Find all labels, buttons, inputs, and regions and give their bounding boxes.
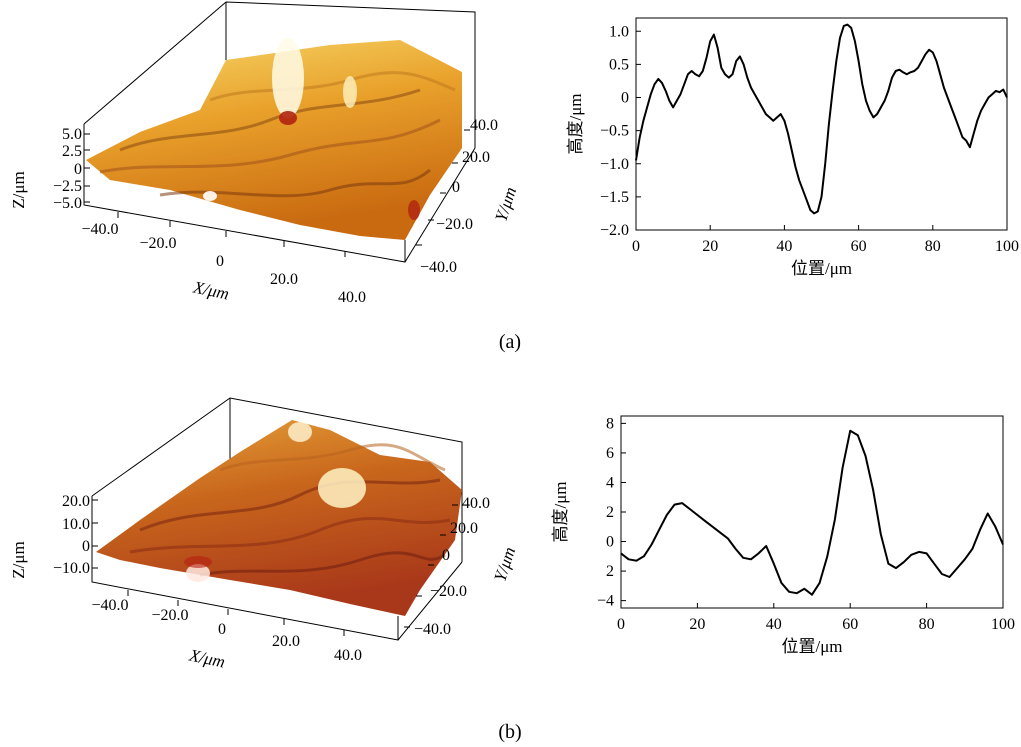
- line-chart-a-y-tick-label: 0: [621, 90, 629, 107]
- surface-a-z-tick: 2.5: [62, 143, 82, 160]
- surface-a-pit: [203, 191, 217, 201]
- line-chart-a-x-tick-label: 0: [632, 238, 640, 255]
- line-chart-b-x-axis-label: 位置/μm: [781, 637, 842, 656]
- surface-a-pit: [408, 200, 420, 220]
- surface-b-pit: [184, 556, 212, 568]
- line-chart-a-y-tick-label: 1.0: [609, 23, 629, 40]
- surface-b-z-tick: −10.0: [53, 560, 90, 577]
- surface-b-pit: [186, 564, 210, 582]
- line-chart-b-y-tick-label: 6: [606, 445, 614, 462]
- line-chart-b-y-tick-label: 2: [606, 504, 614, 521]
- surface-b-z-tick: 20.0: [62, 493, 90, 510]
- surface-b-peak: [288, 422, 312, 442]
- surface-a-z-tick: −2.5: [53, 178, 82, 195]
- line-chart-b-y-tick-label: 2: [606, 563, 614, 580]
- surface-b-x-label: X/μm: [187, 645, 227, 671]
- surface-a-y-tick: 20.0: [462, 149, 490, 166]
- surface-b-x-tick: 0: [218, 621, 226, 638]
- surface-b-y-label: Y/μm: [490, 545, 519, 584]
- surface-a-x-tick: 20.0: [270, 271, 298, 288]
- line-chart-b-plot-frame: [620, 415, 1004, 609]
- line-chart-a-plot-frame: [635, 17, 1008, 231]
- line-chart-b-x-tick-label: 20: [689, 616, 705, 633]
- surface-a-y-tick: 0: [452, 179, 460, 196]
- surface-b-x-tick: −40.0: [91, 597, 128, 614]
- surface-a-x-tick: 0: [216, 253, 224, 270]
- line-chart-a-y-tick-label: −0.5: [600, 123, 629, 140]
- surface-a-x-tick: −20.0: [139, 235, 176, 252]
- surface-a-z-label: Z/μm: [9, 171, 28, 208]
- line-chart-a-x-axis-label: 位置/μm: [791, 259, 852, 278]
- line-chart-b-x-tick-label: 0: [617, 616, 625, 633]
- surface-plot-b: 20.0 10.0 0 −10.0 −40.0 −20.0 0 20.0 40.…: [9, 397, 519, 672]
- line-chart-b-series-line: [620, 429, 1004, 596]
- line-chart-b-y-tick-label: 0: [606, 534, 614, 551]
- surface-b-y-tick: −20.0: [430, 583, 467, 600]
- line-chart-b-y-tick-label: 4: [606, 474, 614, 491]
- surface-a-z-tick: 5.0: [62, 126, 82, 143]
- surface-a-x-tick: 40.0: [338, 289, 366, 306]
- line-chart-a-x-tick-label: 60: [851, 238, 867, 255]
- line-chart-a: 0 20 40 60 80 100 −2.0 −1.5 −1.0 −0.5 0 0.5 1.0 位置/μm…: [566, 17, 1019, 278]
- caption-b: (b): [498, 721, 521, 743]
- line-chart-b-x-tick-label: 40: [766, 616, 782, 633]
- line-chart-a-x-tick-label: 100: [995, 238, 1019, 255]
- surface-b-x-tick: 20.0: [272, 633, 300, 650]
- line-chart-a-y-tick-label: −2.0: [600, 222, 629, 239]
- surface-b-y-tick: 40.0: [462, 495, 490, 512]
- surface-b-y-tick: 0: [442, 547, 450, 564]
- surface-a-x-tick: −40.0: [81, 221, 118, 238]
- caption-a: (a): [499, 331, 521, 353]
- surface-a-x-label: X/μm: [191, 277, 231, 303]
- surface-a-peak: [272, 38, 304, 118]
- surface-b-peak: [318, 468, 366, 508]
- surface-b-y-tick: 20.0: [450, 520, 478, 537]
- surface-a-y-tick: 40.0: [470, 117, 498, 134]
- line-chart-b-y-axis-label: 高度/μm: [551, 481, 570, 542]
- surface-plot-a: 5.0 2.5 0 −2.5 −5.0 −40.0 −20.0 0 20.0 4…: [9, 1, 520, 306]
- surface-a-z-tick: 0: [74, 161, 82, 178]
- line-chart-b-x-tick-label: 100: [991, 616, 1015, 633]
- surface-a-z-tick: −5.0: [53, 195, 82, 212]
- surface-b-z-label: Z/μm: [9, 541, 28, 578]
- surface-a-y-tick: −20.0: [436, 216, 473, 233]
- line-chart-a-x-tick-label: 20: [702, 238, 718, 255]
- line-chart-a-x-tick-label: 80: [925, 238, 941, 255]
- surface-b-texture: [129, 443, 451, 577]
- surface-a-pit: [279, 111, 297, 125]
- line-chart-b-x-tick-label: 60: [842, 616, 858, 633]
- line-chart-b-x-tick-label: 80: [919, 616, 935, 633]
- surface-b-z-tick: 10.0: [62, 516, 90, 533]
- line-chart-a-series-line: [635, 23, 1008, 215]
- line-chart-a-y-tick-label: −1.5: [600, 189, 629, 206]
- line-chart-a-y-tick-label: 0.5: [609, 56, 629, 73]
- surface-a-y-label: Y/μm: [491, 185, 520, 224]
- line-chart-a-x-tick-label: 40: [776, 238, 792, 255]
- line-chart-b-y-tick-label: −4: [597, 593, 614, 610]
- surface-b-x-tick: 40.0: [334, 647, 362, 664]
- surface-b-x-tick: −20.0: [151, 607, 188, 624]
- surface-a-base: [86, 40, 462, 240]
- surface-a-y-tick: −40.0: [420, 259, 457, 276]
- surface-b-base: [96, 420, 462, 616]
- surface-a-peak: [343, 76, 357, 108]
- line-chart-a-y-tick-label: −1.0: [600, 156, 629, 173]
- line-chart-a-y-axis-label: 高度/μm: [566, 93, 585, 154]
- line-chart-b-y-tick-label: 8: [606, 415, 614, 432]
- surface-b-z-tick: 0: [82, 538, 90, 555]
- surface-b-y-tick: −40.0: [414, 621, 451, 638]
